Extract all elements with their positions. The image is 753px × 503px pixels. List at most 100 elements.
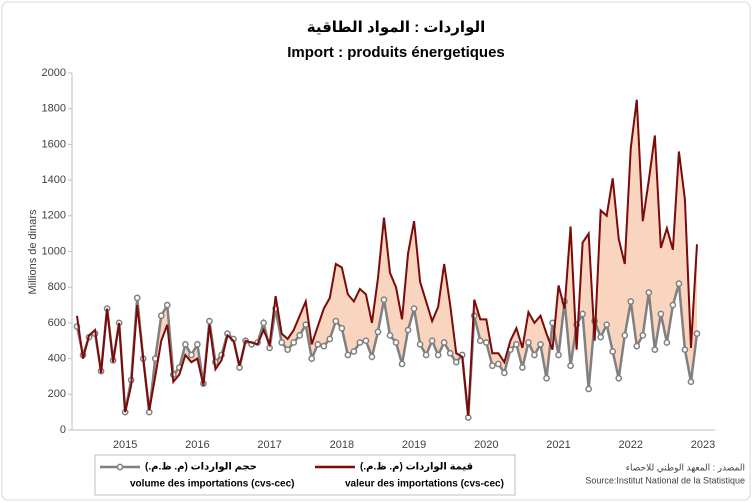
point bbox=[531, 351, 538, 359]
point bbox=[609, 348, 617, 355]
point bbox=[579, 310, 586, 318]
x-tick-label: 2017 bbox=[257, 439, 281, 451]
point bbox=[669, 301, 677, 309]
point bbox=[278, 339, 286, 346]
point bbox=[639, 332, 647, 339]
point bbox=[434, 351, 442, 359]
point bbox=[537, 340, 544, 348]
point bbox=[567, 362, 574, 370]
point bbox=[452, 358, 460, 366]
point bbox=[362, 337, 370, 345]
y-axis-label: Millions de dinars bbox=[27, 209, 39, 294]
x-tick-label: 2023 bbox=[691, 439, 715, 451]
y-tick-label: 2000 bbox=[42, 67, 66, 79]
source: Source:Institut National de la Statistiq… bbox=[585, 475, 745, 485]
point bbox=[621, 332, 629, 339]
legend-label-ar: حجم الواردات (م. ظ.م.) bbox=[145, 462, 257, 473]
y-tick-label: 800 bbox=[48, 281, 66, 293]
point bbox=[603, 321, 611, 329]
point bbox=[675, 280, 683, 287]
legend-label: valeur des importations (cvs-cec) bbox=[345, 479, 504, 490]
legend-label-ar: قيمة الواردات (م. ظ.م.) bbox=[360, 462, 473, 473]
point bbox=[422, 351, 430, 359]
point bbox=[344, 351, 352, 359]
point bbox=[296, 332, 304, 339]
point bbox=[513, 340, 520, 348]
x-tick-label: 2016 bbox=[185, 439, 209, 451]
point bbox=[163, 301, 171, 309]
point bbox=[410, 305, 418, 312]
point bbox=[501, 369, 508, 377]
point bbox=[633, 342, 641, 350]
point bbox=[350, 348, 358, 355]
series-line bbox=[76, 99, 698, 416]
point bbox=[368, 353, 376, 361]
point bbox=[133, 294, 141, 302]
y-tick-label: 1400 bbox=[42, 174, 66, 186]
point bbox=[320, 342, 328, 350]
x-tick-label: 2015 bbox=[113, 439, 137, 451]
point bbox=[482, 339, 490, 346]
x-tick-label: 2020 bbox=[474, 439, 498, 451]
point bbox=[404, 326, 412, 334]
y-tick-label: 1600 bbox=[42, 138, 66, 150]
point bbox=[188, 351, 195, 359]
point bbox=[392, 339, 400, 346]
point bbox=[657, 310, 665, 318]
legend-marker bbox=[116, 463, 124, 471]
point bbox=[476, 337, 484, 345]
point bbox=[663, 339, 671, 346]
point bbox=[308, 355, 316, 362]
point bbox=[314, 340, 322, 348]
y-tick-label: 1200 bbox=[42, 210, 66, 222]
point bbox=[488, 362, 496, 370]
y-tick-label: 1800 bbox=[42, 103, 66, 115]
y-tick-label: 400 bbox=[48, 353, 66, 365]
point bbox=[386, 332, 394, 339]
legend-label: volume des importations (cvs-cec) bbox=[130, 479, 295, 490]
y-tick-label: 1000 bbox=[42, 245, 66, 257]
point bbox=[681, 346, 689, 354]
y-tick-label: 600 bbox=[48, 317, 66, 329]
x-tick-label: 2019 bbox=[402, 439, 426, 451]
point bbox=[651, 346, 659, 354]
x-tick-label: 2021 bbox=[546, 439, 570, 451]
point bbox=[398, 360, 406, 368]
point bbox=[326, 335, 334, 343]
y-tick-label: 200 bbox=[48, 388, 66, 400]
point bbox=[428, 337, 436, 345]
point bbox=[416, 340, 424, 348]
point bbox=[627, 298, 635, 305]
point bbox=[519, 364, 526, 371]
point bbox=[440, 339, 448, 346]
point bbox=[206, 317, 213, 325]
point bbox=[374, 328, 382, 336]
point bbox=[260, 319, 267, 327]
point bbox=[157, 312, 165, 320]
x-tick-label: 2022 bbox=[619, 439, 643, 451]
point bbox=[693, 330, 701, 337]
point bbox=[356, 339, 364, 346]
point bbox=[597, 333, 605, 341]
point bbox=[645, 289, 653, 296]
point bbox=[380, 296, 388, 304]
point bbox=[687, 378, 695, 386]
legend-box bbox=[94, 454, 516, 496]
point bbox=[446, 349, 454, 357]
chart-title: الواردات : المواد الطاقية bbox=[307, 19, 486, 36]
point bbox=[290, 339, 298, 346]
point bbox=[585, 385, 592, 393]
point bbox=[543, 374, 550, 382]
point bbox=[555, 351, 562, 359]
x-tick-label: 2018 bbox=[330, 439, 354, 451]
point bbox=[302, 321, 310, 329]
point bbox=[615, 374, 623, 382]
y-tick-label: 0 bbox=[60, 424, 66, 436]
point bbox=[525, 339, 532, 346]
source-ar: المصدر : المعهد الوطني للاحصاء bbox=[626, 462, 745, 472]
chart-subtitle: Import : produits énergetiques bbox=[287, 44, 505, 61]
point bbox=[332, 317, 340, 325]
point bbox=[338, 324, 346, 332]
